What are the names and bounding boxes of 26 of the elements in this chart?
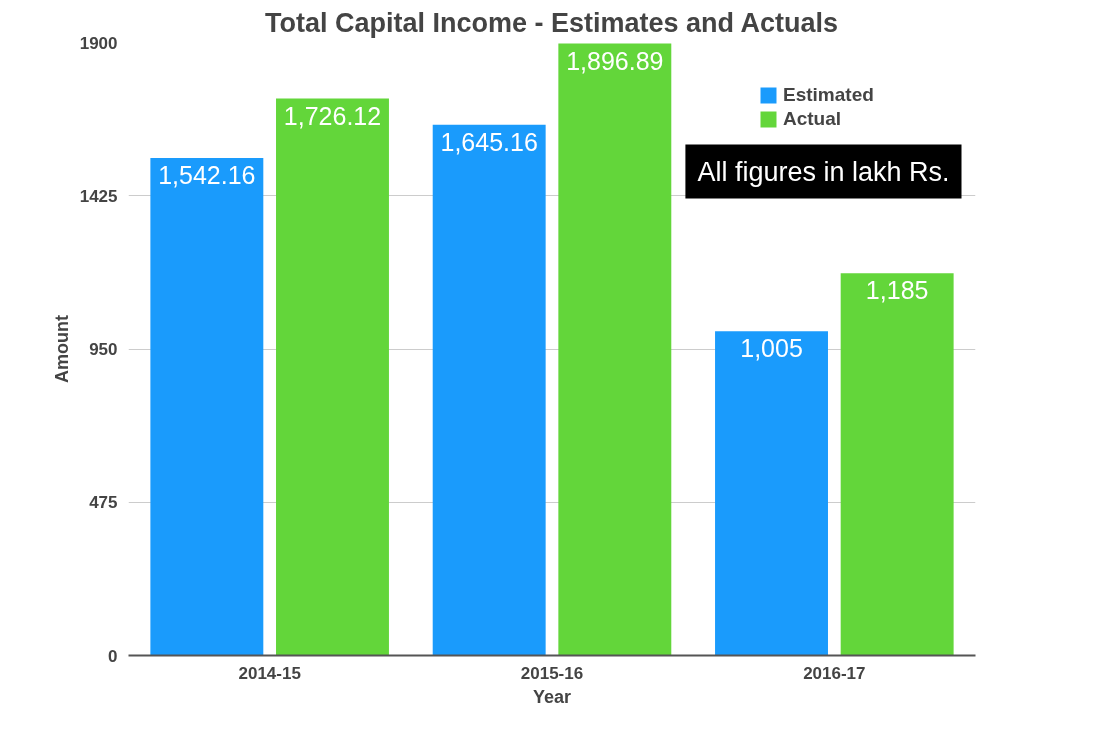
bar: [558, 43, 672, 656]
y-tick-label: 1900: [79, 33, 118, 53]
x-tick-label: 2015-16: [520, 663, 584, 683]
bar: [150, 157, 264, 656]
bar: [432, 124, 546, 656]
y-tick-label: 950: [89, 340, 118, 359]
chart-title: Total Capital Income - Estimates and Actuals: [264, 7, 839, 38]
x-axis-title: Year: [532, 686, 572, 707]
legend-label: Estimated: [783, 84, 874, 106]
data-label: 1,726.12: [283, 101, 382, 130]
legend-label: Actual: [783, 108, 842, 130]
x-tick-label: 2016-17: [803, 663, 866, 683]
data-label: 1,542.16: [158, 160, 256, 189]
y-tick-label: 475: [89, 493, 118, 513]
bar: [715, 331, 828, 656]
data-label: 1,645.16: [440, 127, 538, 156]
x-tick-label: 2014-15: [238, 663, 301, 683]
data-label: 1,005: [740, 334, 803, 363]
data-label: 1,896.89: [566, 46, 664, 75]
y-tick-label: 1425: [79, 186, 118, 206]
y-tick-label: 0: [108, 646, 118, 666]
bar: [276, 98, 389, 656]
annotation: All figures in lakh Rs.: [697, 156, 950, 187]
bar: [840, 273, 954, 656]
y-axis-title: Amount: [51, 315, 72, 383]
data-label: 1,185: [865, 276, 929, 305]
